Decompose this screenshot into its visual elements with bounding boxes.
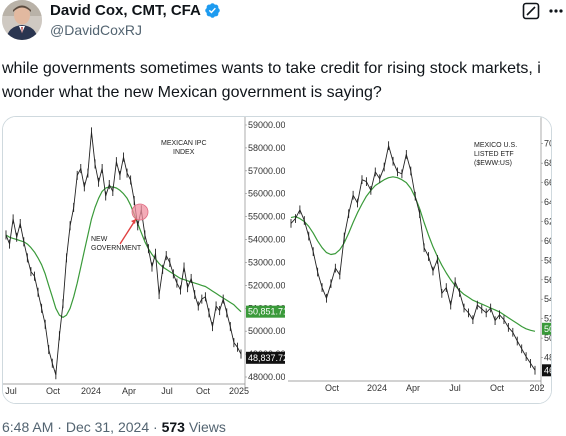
price-label-box [542, 322, 551, 335]
x-tick-label: 202 [529, 383, 544, 393]
y-tick-label: 54.00 [544, 294, 552, 304]
views-label: Views [188, 419, 226, 435]
y-tick-label: 56000.00 [248, 189, 286, 199]
y-tick-label: 66.00 [544, 178, 552, 188]
meta-separator: · [53, 419, 66, 435]
price-label-box [246, 351, 286, 364]
chart-title-line1: MEXICAN IPC [161, 140, 207, 147]
verified-badge-icon [205, 3, 220, 18]
x-tick-label: Oct [46, 386, 61, 396]
chart-mexican-ipc: 59000.00 58000.00 57000.00 56000.00 55000.00… [3, 117, 286, 403]
chart-mexican-ipc-svg: 59000.00 58000.00 57000.00 56000.00 55000.00… [3, 117, 286, 403]
y-tick-label: 50.00 [544, 333, 552, 343]
annotation-line2: GOVERNMENT [91, 245, 142, 252]
y-tick-label: 60.00 [544, 236, 552, 246]
annotation-arrow [119, 218, 137, 245]
y-tick-label: 48.00 [544, 353, 552, 363]
panel-divider [285, 117, 288, 403]
y-tick-label: 54000.00 [248, 235, 286, 245]
y-tick-label: 58000.00 [248, 143, 286, 153]
y-tick-label: 59000.00 [248, 120, 286, 130]
y-tick-label: 58.00 [544, 255, 552, 265]
x-tick-label: Oct [325, 383, 340, 393]
annotation-arrowhead [131, 219, 136, 224]
author-name[interactable]: David Cox, CMT, CFA [50, 2, 201, 19]
new-government-marker [131, 203, 149, 221]
y-tick-label: 64.00 [544, 197, 552, 207]
moving-average-series [5, 186, 242, 318]
grok-icon[interactable] [522, 2, 540, 20]
tweet-header: David Cox, CMT, CFA @DavidCoxRJ [0, 0, 566, 50]
more-icon[interactable] [548, 6, 564, 16]
x-tick-label: Jul [161, 386, 173, 396]
y-tick-label: 53000.00 [248, 257, 286, 267]
y-tick-label: 56.00 [544, 275, 552, 285]
y-tick-label: 55000.00 [248, 212, 286, 222]
x-tick-label: Jul [449, 383, 461, 393]
chart-title-line3: ($EWW:US) [474, 160, 512, 167]
avatar[interactable] [2, 0, 42, 40]
x-tick-label: 2024 [81, 386, 101, 396]
chart-mexico-etf-svg: 70.00 68.00 66.00 64.00 62.00 60.00 58.00 56.00… [287, 117, 552, 403]
x-tick-label: Oct [196, 386, 211, 396]
price-label: 46.69 [544, 365, 552, 375]
tweet-text: while governments sometimes wants to tak… [2, 60, 541, 101]
x-tick-label: Apr [406, 383, 420, 393]
avatar-image [2, 0, 42, 40]
x-tick-label: 2024 [367, 383, 387, 393]
price-label: 50,851.71 [248, 307, 286, 317]
author-handle[interactable]: @DavidCoxRJ [50, 22, 143, 38]
tweet-date[interactable]: Dec 31, 2024 [65, 419, 150, 435]
x-tick-label: Oct [490, 383, 505, 393]
tweet-meta: 6:48 AM · Dec 31, 2024 · 573 Views [2, 419, 226, 435]
tweet-time[interactable]: 6:48 AM [2, 419, 54, 435]
moving-average-series [290, 176, 536, 332]
x-tick-label: 2025 [229, 386, 249, 396]
chart-title-line2: INDEX [173, 149, 195, 156]
y-tick-label: 70.00 [544, 139, 552, 149]
y-tick-label: 52.00 [544, 314, 552, 324]
price-label-box [246, 305, 286, 318]
views-count: 573 [161, 419, 185, 435]
chart-title-line1: MEXICO U.S. [474, 142, 517, 149]
tweet-media[interactable]: 59000.00 58000.00 57000.00 56000.00 55000.00… [2, 116, 552, 404]
y-tick-label: 57000.00 [248, 166, 286, 176]
chart-title-line2: LISTED ETF [474, 151, 514, 158]
meta-separator: · [149, 419, 162, 435]
chart-mexico-etf: 70.00 68.00 66.00 64.00 62.00 60.00 58.00 56.00… [287, 117, 552, 403]
x-tick-label: Apr [122, 386, 136, 396]
price-series [290, 145, 536, 371]
y-tick-label: 50000.00 [248, 326, 286, 336]
price-label: 48,837.72 [248, 353, 286, 363]
y-tick-label: 48000.00 [248, 372, 286, 382]
x-tick-label: Jul [5, 386, 17, 396]
y-tick-label: 68.00 [544, 158, 552, 168]
y-tick-label: 52000.00 [248, 280, 286, 290]
annotation-line1: NEW [91, 236, 108, 243]
y-tick-label: 62.00 [544, 216, 552, 226]
price-label: 50.96 [544, 324, 552, 334]
price-label-box [542, 364, 551, 377]
